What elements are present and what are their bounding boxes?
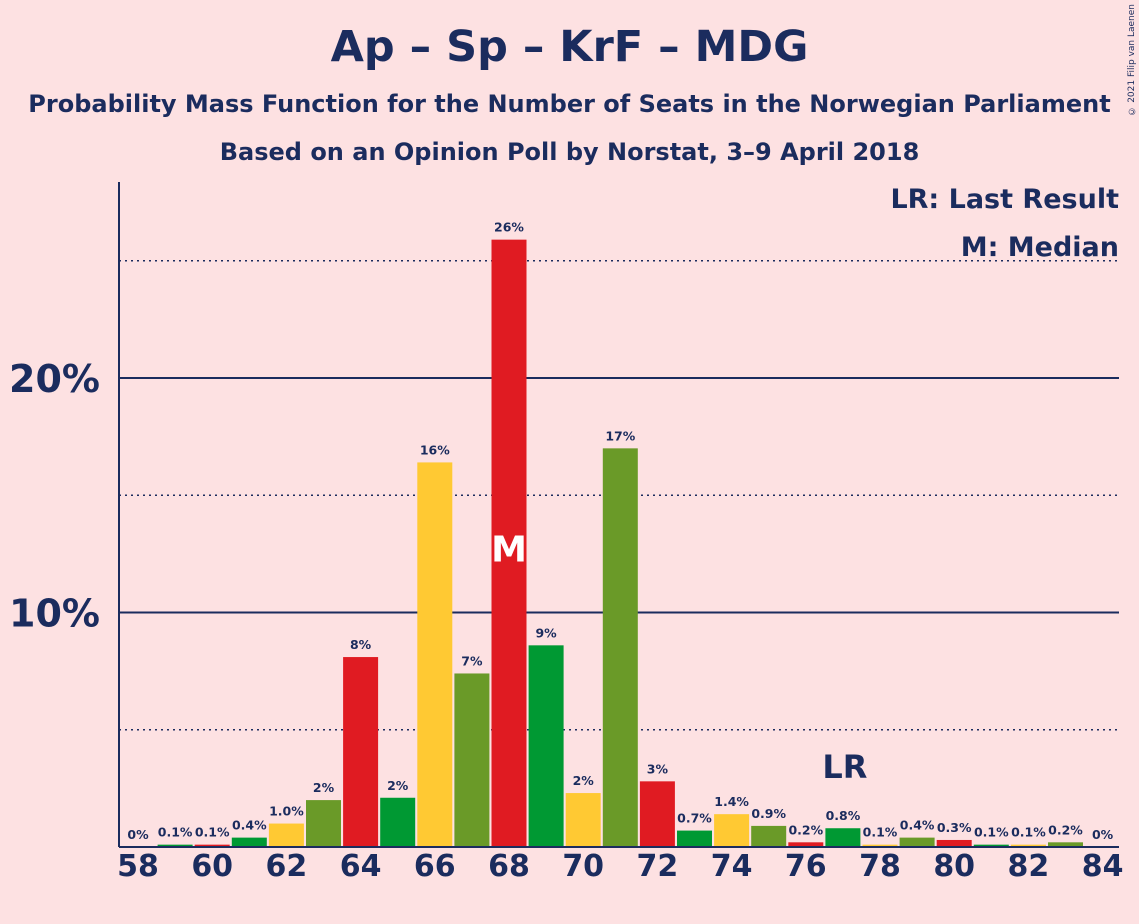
bar-seat-81 bbox=[973, 844, 1009, 847]
x-tick-label-82: 82 bbox=[1008, 849, 1050, 884]
bar-label-66: 16% bbox=[420, 442, 450, 457]
x-tick-label-74: 74 bbox=[711, 849, 753, 884]
legend-median: M: Median bbox=[960, 232, 1119, 263]
y-tick-label: 20% bbox=[9, 357, 100, 401]
bar-seat-69 bbox=[528, 645, 564, 847]
bar-seat-64 bbox=[343, 657, 379, 847]
bar-label-67: 7% bbox=[461, 653, 483, 668]
bar-seat-67 bbox=[454, 673, 490, 847]
bar-seat-76 bbox=[788, 842, 824, 847]
y-tick-label: 10% bbox=[9, 592, 100, 636]
bar-label-77: 0.8% bbox=[826, 808, 861, 823]
bar-label-81: 0.1% bbox=[974, 825, 1009, 840]
bar-seat-82 bbox=[1010, 844, 1046, 847]
bar-seat-74 bbox=[714, 814, 750, 847]
markers: M LR bbox=[491, 530, 867, 787]
bar-seat-77 bbox=[825, 828, 861, 847]
bar-seat-65 bbox=[380, 797, 416, 847]
chart-title: Ap – Sp – KrF – MDG bbox=[330, 22, 809, 72]
bar-seat-78 bbox=[862, 844, 898, 847]
bar-label-58: 0% bbox=[127, 827, 149, 842]
bar-label-62: 1.0% bbox=[269, 804, 304, 819]
bar-label-80: 0.3% bbox=[937, 820, 972, 835]
x-tick-label-66: 66 bbox=[414, 849, 456, 884]
bar-label-69: 9% bbox=[535, 625, 557, 640]
bar-seat-80 bbox=[936, 839, 972, 847]
x-tick-label-80: 80 bbox=[933, 849, 975, 884]
bar-label-59: 0.1% bbox=[158, 825, 193, 840]
bar-seat-61 bbox=[231, 837, 267, 847]
x-tick-label-62: 62 bbox=[266, 849, 308, 884]
bar-label-74: 1.4% bbox=[714, 794, 749, 809]
bar-seat-59 bbox=[157, 844, 193, 847]
bar-seat-62 bbox=[268, 823, 304, 847]
bar-seat-72 bbox=[639, 781, 675, 847]
bar-label-60: 0.1% bbox=[195, 825, 230, 840]
bar-seat-70 bbox=[565, 793, 601, 847]
bar-label-76: 0.2% bbox=[788, 822, 823, 837]
last-result-marker: LR bbox=[822, 748, 867, 786]
bar-labels: 0% 0.1% 0.1% 0.4%1.0%2%8%2%16%7%26%9%2%17%3… bbox=[127, 220, 1113, 842]
bar-seat-83 bbox=[1048, 842, 1083, 847]
bar-label-71: 17% bbox=[605, 428, 635, 443]
bar-seat-79 bbox=[899, 837, 935, 847]
x-tick-label-78: 78 bbox=[859, 849, 901, 884]
axes: 10% 20% 58 60 62 64 66 68 70 72 74 76 78 80 82 84 bbox=[9, 182, 1123, 884]
bar-label-83: 0.2% bbox=[1048, 822, 1083, 837]
bar-label-78: 0.1% bbox=[863, 825, 898, 840]
x-tick-label-58: 58 bbox=[117, 849, 159, 884]
bar-label-84: 0% bbox=[1092, 827, 1114, 842]
bar-seat-71 bbox=[602, 448, 638, 847]
x-tick-label-70: 70 bbox=[562, 849, 604, 884]
bar-label-63: 2% bbox=[313, 780, 335, 795]
chart-subtitle: Probability Mass Function for the Number… bbox=[28, 90, 1111, 118]
bar-seat-60 bbox=[194, 844, 230, 847]
x-tick-label-76: 76 bbox=[785, 849, 827, 884]
x-tick-label-72: 72 bbox=[637, 849, 679, 884]
bar-label-72: 3% bbox=[647, 761, 669, 776]
bar-label-70: 2% bbox=[573, 773, 595, 788]
bar-label-75: 0.9% bbox=[751, 806, 786, 821]
bar-seat-68 bbox=[491, 239, 527, 847]
median-marker: M bbox=[491, 530, 527, 571]
x-tick-label-60: 60 bbox=[191, 849, 233, 884]
bar-seat-66 bbox=[417, 462, 453, 847]
legend-last-result: LR: Last Result bbox=[890, 184, 1119, 215]
bar-seat-63 bbox=[306, 800, 341, 847]
bar-seat-75 bbox=[751, 825, 787, 847]
bar-label-68: 26% bbox=[494, 220, 524, 235]
x-tick-label-64: 64 bbox=[340, 849, 382, 884]
bar-label-79: 0.4% bbox=[900, 818, 935, 833]
bar-label-73: 0.7% bbox=[677, 811, 712, 826]
chart-source: Based on an Opinion Poll by Norstat, 3–9… bbox=[219, 138, 920, 166]
bar-label-61: 0.4% bbox=[232, 818, 267, 833]
bar-label-65: 2% bbox=[387, 778, 409, 793]
bar-label-64: 8% bbox=[350, 637, 372, 652]
bar-seat-73 bbox=[677, 830, 712, 847]
bar-label-82: 0.1% bbox=[1011, 825, 1046, 840]
bars bbox=[157, 239, 1083, 847]
x-tick-label-68: 68 bbox=[488, 849, 530, 884]
x-tick-label-84: 84 bbox=[1082, 849, 1124, 884]
